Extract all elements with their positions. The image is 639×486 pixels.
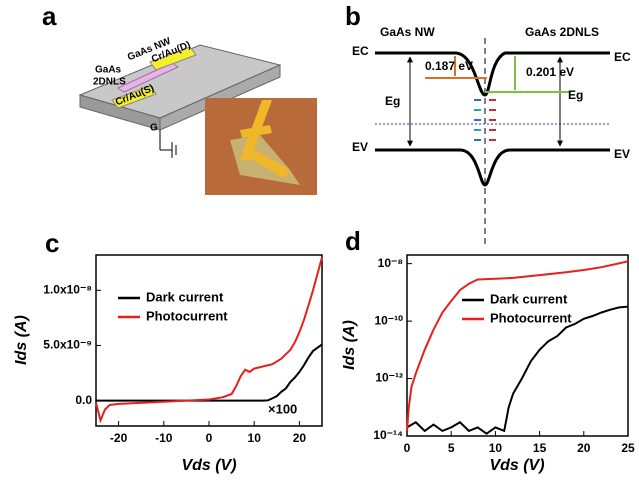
label: Eg xyxy=(385,94,400,108)
label: EV xyxy=(352,140,368,154)
legend-label: Photocurrent xyxy=(490,310,572,325)
label: EV xyxy=(614,147,630,161)
data-line xyxy=(96,257,322,420)
label: GaAs xyxy=(95,65,122,76)
x-tick-label: 20 xyxy=(577,441,591,455)
label: Eg xyxy=(568,88,583,102)
y-axis-label: Ids (A) xyxy=(13,315,30,365)
annotation: ×100 xyxy=(268,401,297,416)
y-tick-label: 5.0x10⁻⁹ xyxy=(43,338,92,352)
label: GaAs NW xyxy=(380,25,435,39)
label: 2DNLS xyxy=(93,77,126,88)
x-tick-label: 15 xyxy=(533,441,547,455)
x-axis-label: Vds (V) xyxy=(489,457,544,474)
y-tick-label: 0.0 xyxy=(75,393,92,407)
x-tick-label: -20 xyxy=(110,431,128,445)
data-line xyxy=(407,307,628,434)
panel-label: a xyxy=(42,1,57,31)
plot-frame xyxy=(407,255,628,436)
x-tick-label: 10 xyxy=(489,441,503,455)
panel-label: b xyxy=(345,1,361,31)
y-tick-label: 10⁻¹² xyxy=(375,371,403,385)
panel-label: d xyxy=(345,226,361,256)
y-axis-label: Ids (A) xyxy=(341,320,358,370)
data-line xyxy=(407,261,628,431)
label: EC xyxy=(352,44,369,58)
x-tick-label: 10 xyxy=(248,431,262,445)
label: EC xyxy=(614,50,631,64)
x-tick-label: -10 xyxy=(155,431,173,445)
panel-label: c xyxy=(45,228,59,258)
label: GaAs 2DNLS xyxy=(525,25,599,39)
band-diagram xyxy=(375,38,610,245)
y-tick-label: 10⁻¹⁰ xyxy=(375,313,404,327)
y-tick-label: 1.0x10⁻⁸ xyxy=(43,282,92,296)
y-tick-label: 10⁻⁸ xyxy=(378,256,403,270)
x-axis-label: Vds (V) xyxy=(181,457,236,474)
legend-label: Photocurrent xyxy=(146,308,228,323)
x-tick-label: 0 xyxy=(206,431,213,445)
label: 0.187 eV xyxy=(425,59,473,73)
figure: a GaAs 2DNLS GaAs NW Cr/Au(D) Cr/Au(S) G… xyxy=(0,0,639,481)
x-tick-label: 20 xyxy=(293,431,307,445)
x-tick-label: 0 xyxy=(404,441,411,455)
label: G xyxy=(150,123,158,134)
y-tick-label: 10⁻¹⁴ xyxy=(373,428,403,442)
micrograph xyxy=(205,98,317,195)
x-tick-label: 25 xyxy=(621,441,635,455)
legend-label: Dark current xyxy=(146,289,224,304)
label: 0.201 eV xyxy=(526,65,574,79)
x-tick-label: 5 xyxy=(448,441,455,455)
legend-label: Dark current xyxy=(490,291,568,306)
